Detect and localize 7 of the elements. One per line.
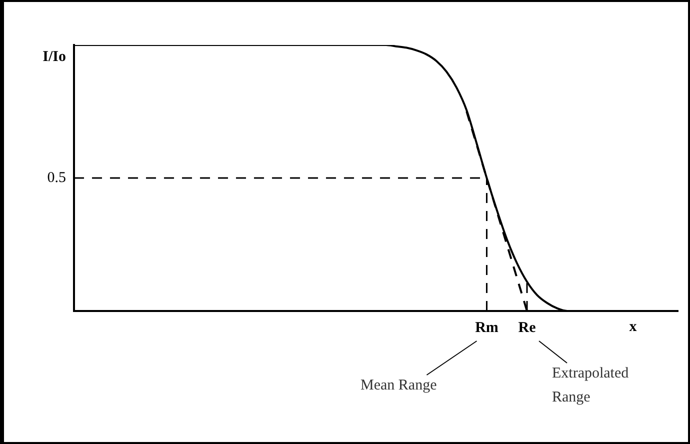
ref-line-label: 0.5 — [47, 170, 66, 186]
text: Mean Range — [360, 377, 438, 394]
x-tick-label: Rm — [475, 320, 499, 336]
x-axis-title: x — [629, 318, 638, 335]
text: Extrapolated Range — [552, 365, 630, 406]
x-tick-label: Re — [518, 320, 536, 336]
y-axis-title: I/Io — [42, 48, 66, 65]
